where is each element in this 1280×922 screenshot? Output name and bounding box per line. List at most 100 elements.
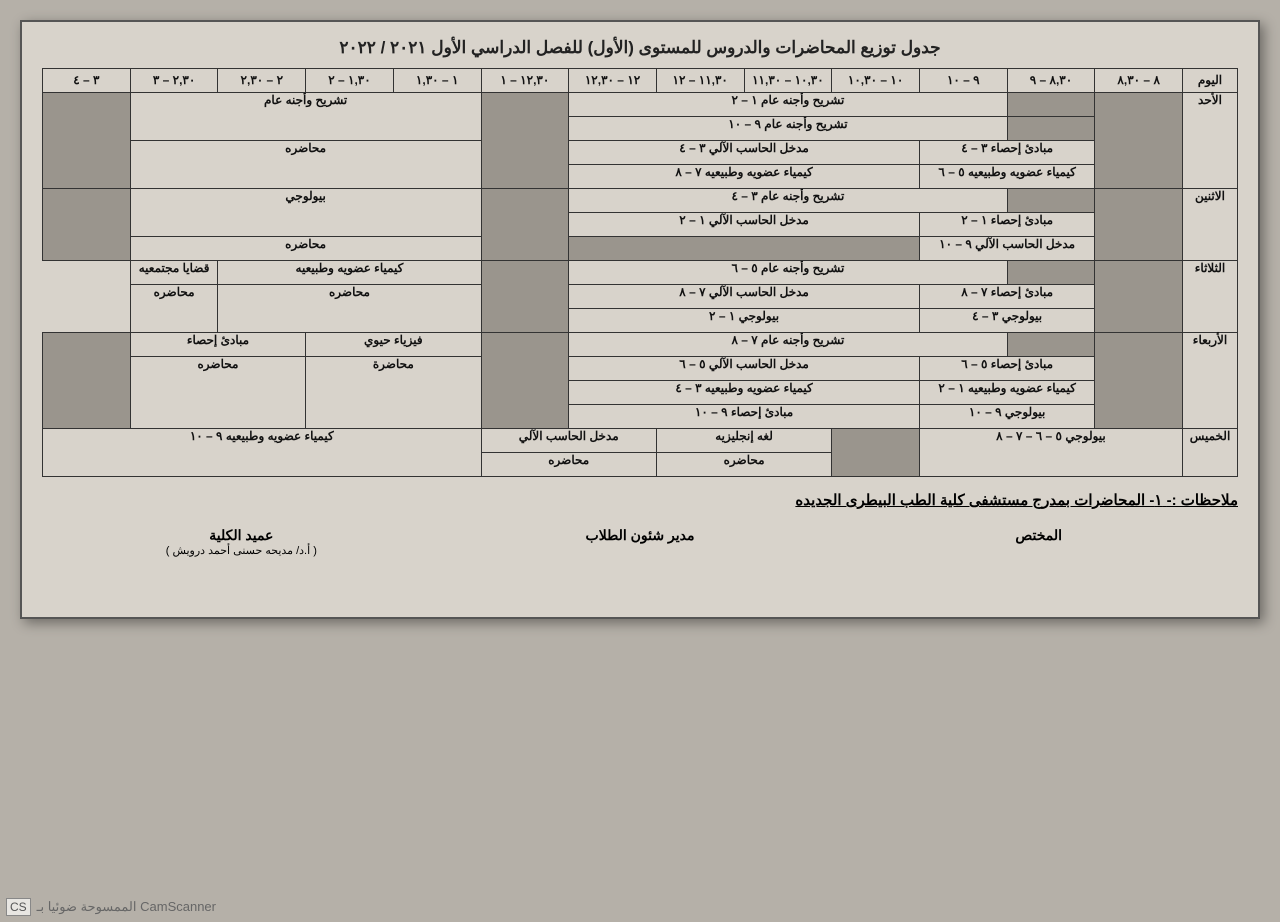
- gray: [1095, 261, 1183, 333]
- gray: [1007, 333, 1095, 357]
- sig-spec: المختص: [839, 527, 1238, 557]
- wed-chem34: كيمياء عضويه وطبيعيه ٣ – ٤: [569, 381, 920, 405]
- gray: [1095, 333, 1183, 429]
- wed-anat78: تشريح وأجنه عام ٧ – ٨: [569, 333, 1007, 357]
- notes-text: ١- المحاضرات بمدرج مستشفى كلية الطب البي…: [795, 492, 1162, 509]
- mon-comp910: مدخل الحاسب الآلي ٩ – ١٠: [919, 237, 1094, 261]
- day-sun: الأحد: [1183, 93, 1238, 189]
- sun-chem78: كيمياء عضويه وطبيعيه ٧ – ٨: [569, 165, 920, 189]
- tue-r1: الثلاثاء تشريح وأجنه عام ٥ – ٦ كيمياء عض…: [43, 261, 1238, 285]
- mon-r3: مدخل الحاسب الآلي ٩ – ١٠ محاضره: [43, 237, 1238, 261]
- hdr-s11: ٢,٣٠ – ٣: [130, 69, 218, 93]
- header-row: اليوم ٨ – ٨,٣٠ ٨,٣٠ – ٩ ٩ – ١٠ ١٠ – ١٠,٣…: [43, 69, 1238, 93]
- hdr-s0: ٨ – ٨,٣٠: [1095, 69, 1183, 93]
- wed-comp56: مدخل الحاسب الآلي ٥ – ٦: [569, 357, 920, 381]
- wed-phys-b: محاضرة: [306, 357, 481, 429]
- gray: [1007, 189, 1095, 213]
- sun-anat910: تشريح وأجنه عام ٩ – ١٠: [569, 117, 1007, 141]
- tue-right-b: محاضره: [130, 285, 218, 333]
- sun-r3: مبادئ إحصاء ٣ – ٤ مدخل الحاسب الآلي ٣ – …: [43, 141, 1238, 165]
- tue-bio12: بيولوجي ١ – ٢: [569, 309, 920, 333]
- sun-r1: الأحد تشريح وأجنه عام ١ – ٢ تشريح وأجنه …: [43, 93, 1238, 117]
- hdr-s8: ١ – ١,٣٠: [393, 69, 481, 93]
- day-mon: الاثنين: [1183, 189, 1238, 261]
- hdr-day: اليوم: [1183, 69, 1238, 93]
- thu-eng-t: لغه إنجليزيه: [656, 429, 831, 453]
- mon-lect-t: بيولوجي: [130, 189, 481, 237]
- gray: [569, 237, 920, 261]
- schedule-table: اليوم ٨ – ٨,٣٠ ٨,٣٠ – ٩ ٩ – ١٠ ١٠ – ١٠,٣…: [42, 68, 1238, 477]
- tue-stats78: مبادئ إحصاء ٧ – ٨: [919, 285, 1094, 309]
- wed-bio910: بيولوجي ٩ – ١٠: [919, 405, 1094, 429]
- sig-dean-block: عميد الكلية ( أ.د/ مديحه حسنى أحمد درويش…: [42, 527, 441, 557]
- gray: [481, 93, 569, 189]
- gray: [1007, 93, 1095, 117]
- hdr-s12: ٣ – ٤: [43, 69, 131, 93]
- tue-lect-t: كيمياء عضويه وطبيعيه: [218, 261, 481, 285]
- tue-r2: مبادئ إحصاء ٧ – ٨ مدخل الحاسب الآلي ٧ – …: [43, 285, 1238, 309]
- sun-lect-b: محاضره: [130, 141, 481, 189]
- tue-comp78: مدخل الحاسب الآلي ٧ – ٨: [569, 285, 920, 309]
- wed-stats910: مبادئ إحصاء ٩ – ١٠: [569, 405, 920, 429]
- sig-dean-sub: ( أ.د/ مديحه حسنى أحمد درويش ): [42, 544, 441, 557]
- day-wed: الأربعاء: [1183, 333, 1238, 429]
- hdr-s9: ١,٣٠ – ٢: [306, 69, 394, 93]
- thu-cmp-b: محاضره: [481, 453, 656, 477]
- gray: [481, 261, 569, 333]
- gray: [1007, 117, 1095, 141]
- document-sheet: جدول توزيع المحاضرات والدروس للمستوى (ال…: [20, 20, 1260, 619]
- tue-lect-b: محاضره: [218, 285, 481, 333]
- thu-eng-b: محاضره: [656, 453, 831, 477]
- wed-chem12: كيمياء عضويه وطبيعيه ١ – ٢: [919, 381, 1094, 405]
- gray: [43, 333, 131, 429]
- tue-right-t: قضايا مجتمعيه: [130, 261, 218, 285]
- hdr-s6: ١٢ – ١٢,٣٠: [569, 69, 657, 93]
- hdr-s7: ١٢,٣٠ – ١: [481, 69, 569, 93]
- notes-label: ملاحظات :-: [1167, 492, 1238, 509]
- camscanner-text: الممسوحة ضوئيا بـ CamScanner: [37, 899, 216, 915]
- thu-chem910: كيمياء عضويه وطبيعيه ٩ – ١٠: [43, 429, 482, 477]
- notes-line: ملاحظات :- ١- المحاضرات بمدرج مستشفى كلي…: [42, 491, 1238, 509]
- hdr-s4: ١٠,٣٠ – ١١,٣٠: [744, 69, 832, 93]
- sun-comp34: مدخل الحاسب الآلي ٣ – ٤: [569, 141, 920, 165]
- camscanner-watermark: CS الممسوحة ضوئيا بـ CamScanner: [6, 898, 216, 916]
- doc-title: جدول توزيع المحاضرات والدروس للمستوى (ال…: [42, 38, 1238, 58]
- gray: [1095, 93, 1183, 189]
- thu-r1: الخميس بيولوجي ٥ – ٦ – ٧ – ٨ لغه إنجليزي…: [43, 429, 1238, 453]
- thu-cmp-t: مدخل الحاسب الآلي: [481, 429, 656, 453]
- hdr-s2: ٩ – ١٠: [919, 69, 1007, 93]
- sig-dir: مدير شئون الطلاب: [441, 527, 840, 557]
- gray: [43, 189, 131, 261]
- day-tue: الثلاثاء: [1183, 261, 1238, 333]
- thu-bio5678: بيولوجي ٥ – ٦ – ٧ – ٨: [919, 429, 1182, 477]
- hdr-s10: ٢ – ٢,٣٠: [218, 69, 306, 93]
- sig-dean: عميد الكلية: [42, 527, 441, 544]
- gray: [481, 189, 569, 261]
- wed-stats56: مبادئ إحصاء ٥ – ٦: [919, 357, 1094, 381]
- mon-lect-b: محاضره: [130, 237, 481, 261]
- wed-stat-b: محاضره: [130, 357, 305, 429]
- mon-comp12: مدخل الحاسب الآلي ١ – ٢: [569, 213, 920, 237]
- sun-chem56: كيمياء عضويه وطبيعيه ٥ – ٦: [919, 165, 1094, 189]
- sun-anat12: تشريح وأجنه عام ١ – ٢: [569, 93, 1007, 117]
- mon-stats12: مبادئ إحصاء ١ – ٢: [919, 213, 1094, 237]
- hdr-s5: ١١,٣٠ – ١٢: [656, 69, 744, 93]
- sun-lect-t: تشريح وأجنه عام: [130, 93, 481, 141]
- hdr-s3: ١٠ – ١٠,٣٠: [832, 69, 920, 93]
- gray: [832, 429, 920, 477]
- sun-stats34: مبادئ إحصاء ٣ – ٤: [919, 141, 1094, 165]
- wed-r1: الأربعاء تشريح وأجنه عام ٧ – ٨ فيزياء حي…: [43, 333, 1238, 357]
- day-thu: الخميس: [1183, 429, 1238, 477]
- gray: [43, 93, 131, 189]
- signatures-row: المختص مدير شئون الطلاب عميد الكلية ( أ.…: [42, 527, 1238, 557]
- gray: [1007, 261, 1095, 285]
- gray: [1095, 189, 1183, 261]
- cs-badge-icon: CS: [6, 898, 31, 916]
- tue-anat56: تشريح وأجنه عام ٥ – ٦: [569, 261, 1007, 285]
- hdr-s1: ٨,٣٠ – ٩: [1007, 69, 1095, 93]
- gray: [481, 333, 569, 429]
- mon-anat34: تشريح وأجنه عام ٣ – ٤: [569, 189, 1007, 213]
- wed-stat-t: مبادئ إحصاء: [130, 333, 305, 357]
- tue-bio34: بيولوجي ٣ – ٤: [919, 309, 1094, 333]
- mon-r1: الاثنين تشريح وأجنه عام ٣ – ٤ بيولوجي: [43, 189, 1238, 213]
